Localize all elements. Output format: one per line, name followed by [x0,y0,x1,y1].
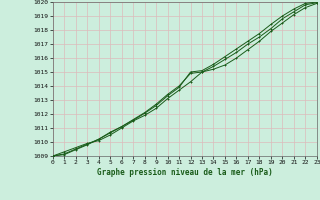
X-axis label: Graphe pression niveau de la mer (hPa): Graphe pression niveau de la mer (hPa) [97,168,273,177]
